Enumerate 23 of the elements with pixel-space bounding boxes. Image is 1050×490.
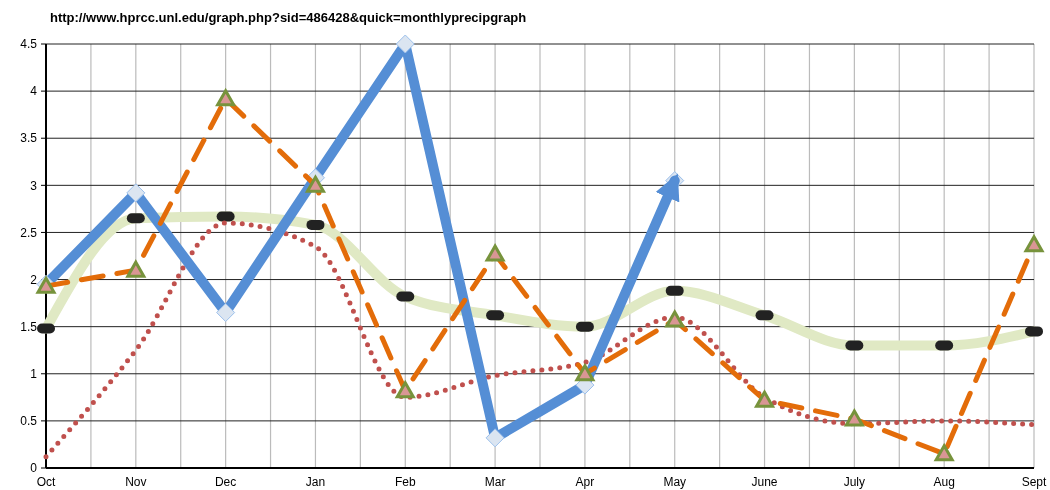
y-tick-label: 1.5 [20, 319, 38, 334]
x-tick-label: Mar [484, 475, 506, 489]
x-tick-label: Nov [125, 475, 147, 489]
y-tick-label: 1 [30, 366, 38, 381]
x-tick-label: Apr [575, 475, 595, 489]
x-tick-label: May [663, 475, 687, 489]
x-tick-label: July [843, 475, 866, 489]
y-tick-label: 2 [30, 272, 38, 287]
x-tick-label: Dec [214, 475, 237, 489]
chart-title: http://www.hprcc.unl.edu/graph.php?sid=486428&quick=monthlyprecipgraph [50, 10, 527, 25]
x-tick-label: Feb [394, 475, 416, 489]
x-tick-label: Aug [933, 475, 955, 489]
y-tick-label: 0 [30, 461, 38, 476]
x-tick-label: Sept [1021, 475, 1048, 489]
y-tick-label: 3 [30, 178, 38, 193]
x-tick-label: Jan [305, 475, 326, 489]
y-tick-label: 4 [30, 84, 38, 99]
y-tick-label: 2.5 [20, 225, 38, 240]
y-tick-label: 4.5 [20, 37, 38, 52]
x-tick-label: June [751, 475, 778, 489]
y-tick-label: 3.5 [20, 131, 38, 146]
x-tick-label: Oct [36, 475, 56, 489]
y-tick-label: 0.5 [20, 414, 38, 429]
